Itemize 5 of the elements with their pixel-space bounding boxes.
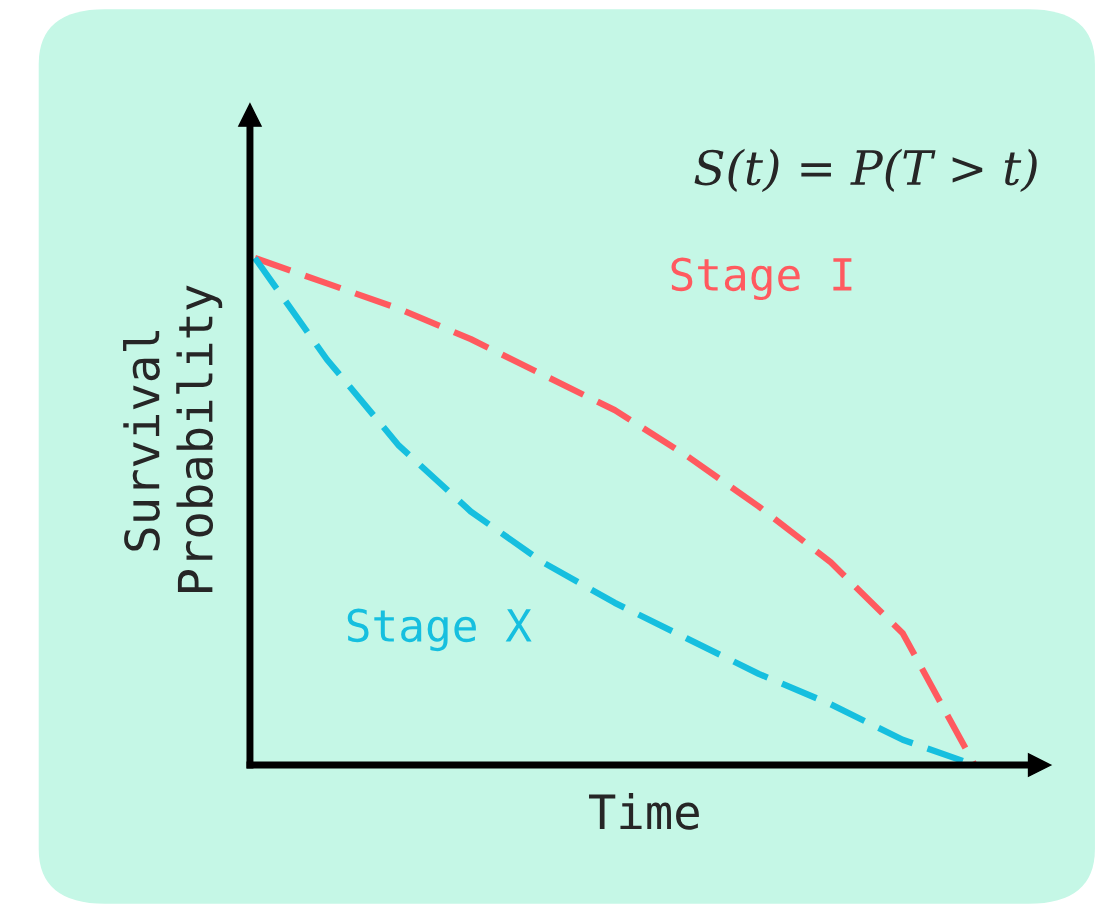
series-label: Stage X — [347, 608, 532, 652]
text: Stage I — [671, 257, 852, 301]
y-axis-title: Survival Probability — [123, 285, 223, 592]
chart-title: S(t) = P(T > t) — [694, 148, 1037, 193]
x-axis-title: Time — [589, 793, 699, 830]
